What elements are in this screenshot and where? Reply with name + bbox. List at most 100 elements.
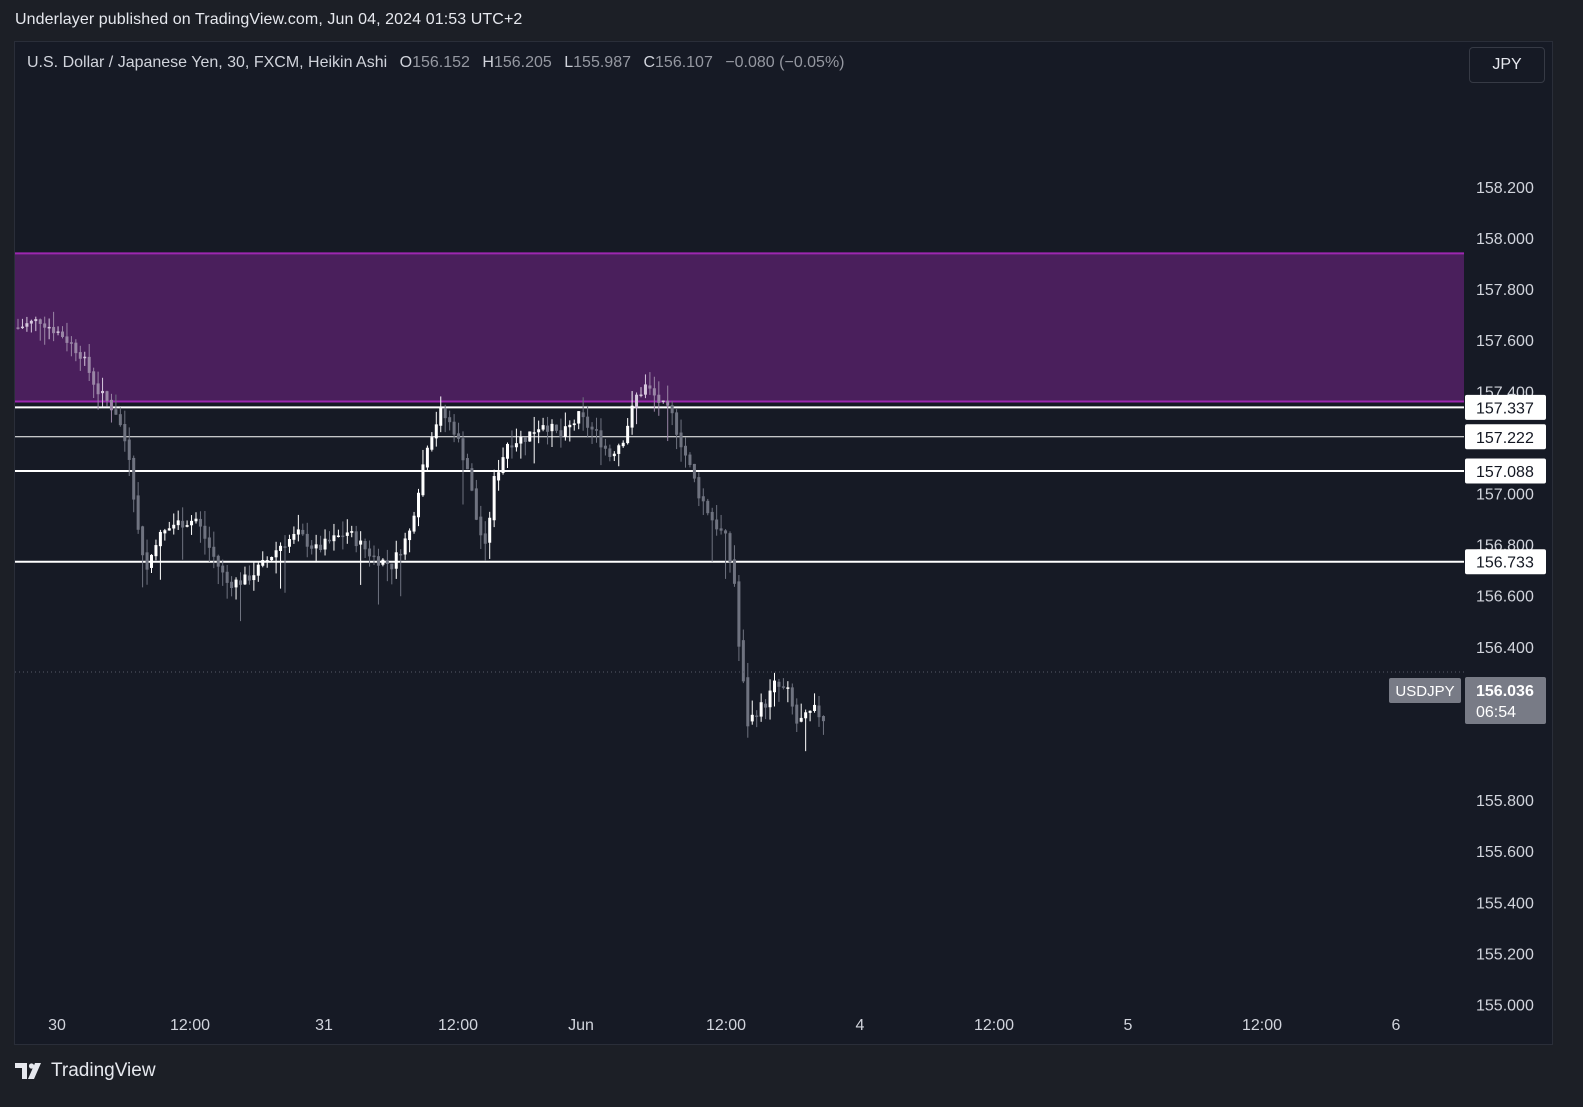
candle-body [87,356,91,373]
candle [345,519,349,544]
candle [661,400,665,404]
candle-body [626,425,630,444]
candle [279,542,283,589]
candle-body [132,457,136,500]
candle [795,698,799,732]
symbol-title: U.S. Dollar / Japanese Yen, 30, FXCM, He… [27,54,388,71]
change-value: −0.080 (−0.05%) [725,54,845,71]
candle-body [279,545,283,551]
candle [732,545,736,587]
candle-body [492,476,496,521]
candle-body [532,432,536,434]
candle [243,566,247,586]
candle [239,572,242,622]
candle [630,391,634,435]
candle-body [247,575,251,581]
candle [697,472,701,507]
candle [390,563,394,585]
candle-body [457,433,461,439]
candle-body [479,516,483,536]
candle-body [675,412,679,435]
candle [532,416,536,464]
bar-countdown: 06:54 [1476,704,1516,721]
candle [764,699,768,720]
low-value: 155.987 [573,54,631,71]
candle-body [114,409,118,415]
candle [225,564,229,599]
candle-body [118,414,122,426]
candle [403,532,407,560]
candle [443,404,447,433]
price-tick-155.200: 155.200 [1476,946,1534,963]
candle-body [43,323,47,328]
candle-body [777,681,781,687]
candle [643,374,647,399]
candle-body [421,464,425,496]
candle [786,681,790,703]
candle-body [795,704,799,724]
candle [501,447,505,475]
candle-body [470,468,474,491]
currency-button[interactable]: JPY [1469,47,1545,83]
candle-body [216,555,220,567]
candle [145,539,149,585]
time-tick-12:00: 12:00 [170,1017,210,1034]
candle-body [296,529,300,535]
low-label: L [564,54,574,71]
candle [136,482,140,534]
candle-body [74,342,78,354]
candle-body [741,640,745,682]
candle [563,412,567,441]
candle-body [474,488,478,520]
candle [421,449,425,497]
candle [635,392,639,425]
candle [78,345,82,371]
candle [506,442,509,469]
candle [221,559,225,586]
high-value: 156.205 [493,54,552,71]
candle [808,710,812,722]
candle [287,534,291,553]
candle [684,437,687,468]
candle-body [568,424,572,428]
candle [247,565,251,585]
candle [385,549,389,582]
candle [448,410,452,431]
candle-body [332,535,336,542]
candle-body [443,408,447,419]
candle-body [167,528,171,531]
candle [639,387,643,398]
time-tick-12:00: 12:00 [974,1017,1014,1034]
candle [198,511,202,543]
candle-body [497,472,501,481]
candle [176,510,180,530]
candle [568,420,572,442]
candle-body [670,405,674,414]
candle [670,400,674,426]
candle [608,444,612,462]
candle-body [657,394,661,403]
candle [301,523,305,536]
candle [181,507,185,560]
candle-body [176,520,180,526]
candle-body [359,540,363,545]
chart-pane[interactable] [14,41,1553,1045]
candle-body [706,500,710,514]
candle-body [69,342,73,344]
candle [746,662,750,738]
tradingview-logo[interactable]: TradingView [15,1060,156,1082]
candle [773,672,776,707]
candle [590,422,594,444]
candle [154,539,158,561]
candle-body [230,581,234,589]
candle [603,438,607,456]
candle-body [764,703,768,708]
candle-body [523,437,527,442]
candle [519,430,523,459]
price-tick-157.000: 157.000 [1476,487,1534,504]
level-label-box [1465,549,1546,575]
candle-body [581,412,585,418]
time-tick-12:00: 12:00 [1242,1017,1282,1034]
level-label-157.088: 157.088 [1465,458,1546,484]
